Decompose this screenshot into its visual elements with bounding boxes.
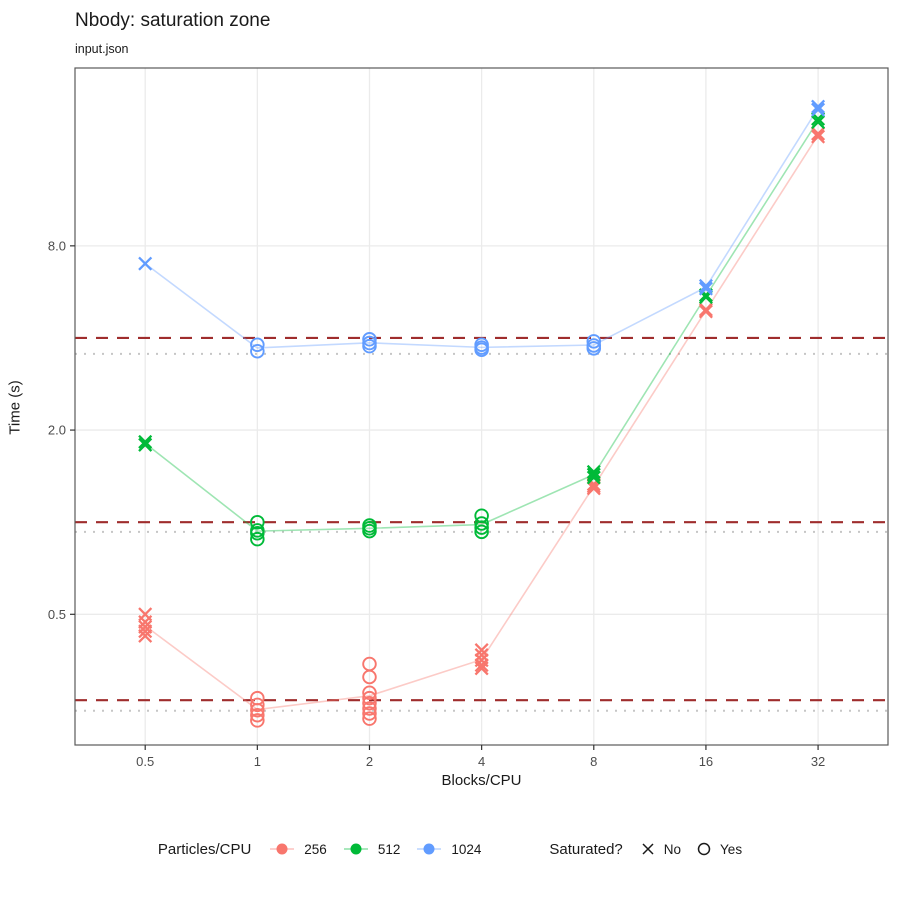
data-point-circle [474,342,489,358]
data-point-x [586,467,601,482]
x-tick-label: 32 [811,754,825,769]
legend-item-yes: Yes [695,840,742,858]
data-point-circle [362,338,377,354]
legend-item-label: 512 [377,841,401,857]
data-point-circle [362,711,377,726]
data-point-circle [362,696,377,711]
y-tick-label: 0.5 [48,607,66,622]
data-point-circle [362,706,377,721]
data-point-x [698,304,713,319]
x-axis-label: Blocks/CPU [441,772,522,789]
x-tick-label: 8 [590,754,597,769]
data-point-circle [586,334,602,349]
legend-item-label: 256 [304,841,327,857]
chart-subtitle: input.json [75,42,129,56]
data-point-x [138,624,153,639]
data-point-circle [250,702,265,718]
data-point-circle [474,524,489,540]
y-tick-label: 8.0 [48,238,66,253]
data-point-x [811,126,826,141]
data-point-circle [250,697,265,713]
data-point-x [138,256,153,271]
data-point-x [474,648,489,663]
data-point-x [474,661,489,676]
legend-item-label: No [663,841,682,857]
legend-item-1024: 1024 [414,840,481,858]
data-point-circle [362,332,377,347]
data-point-circle [250,531,265,547]
data-point-x [811,102,826,117]
data-point-circle [250,713,265,728]
data-point-circle [250,707,265,723]
data-point-circle [362,523,377,539]
data-point-circle [474,520,489,535]
data-point-x [138,628,153,643]
series-key-icon [270,843,295,855]
data-point-circle [362,701,377,716]
legend-shape-title: Saturated? [549,840,623,858]
data-point-circle [250,526,265,541]
data-point-x [474,658,489,673]
data-point-x [138,434,153,449]
x-glyph-icon [642,843,654,855]
plot-area: 0.5 1 2 4 8 16 32 0.5 2.0 8.0 [48,67,889,769]
data-point-x [698,281,713,296]
series-key-icon [343,843,368,855]
legend-item-label: 1024 [451,841,482,857]
legend-series-title: Particles/CPU [157,840,252,858]
data-point-x [698,278,713,293]
data-point-circle [586,341,602,356]
data-point-x [586,470,601,485]
data-point-x [811,115,826,130]
data-point-x [586,481,601,496]
x-tick-label: 2 [366,754,373,769]
circle-glyph-icon [697,842,711,856]
legend-item-label: Yes [720,841,743,857]
data-point-x [698,302,713,317]
data-point-circle [250,337,265,353]
data-point-x [474,643,489,658]
x-tick-label: 4 [478,754,485,769]
series-key-icon [417,843,442,855]
legend: Particles/CPU 256 512 1024 Saturated? No [0,840,900,858]
y-axis-label: Time (s) [6,380,24,435]
data-point-x [586,464,601,479]
data-point-circle [362,690,377,706]
data-point-circle [362,685,377,701]
legend-item-512: 512 [341,840,401,858]
data-point-x [138,437,153,452]
legend-item-256: 256 [267,840,327,858]
x-tick-label: 1 [254,754,261,769]
data-point-circle [362,669,377,685]
x-tick-label: 0.5 [136,754,154,769]
data-point-circle [474,516,489,531]
data-point-x [811,99,826,114]
data-point-circle [250,343,265,359]
y-tick-label: 2.0 [48,423,66,438]
data-point-circle [250,514,265,530]
legend-item-no: No [639,840,681,858]
chart-title: Nbody: saturation zone [75,10,271,31]
data-point-x [811,129,826,144]
x-tick-label: 16 [699,754,713,769]
